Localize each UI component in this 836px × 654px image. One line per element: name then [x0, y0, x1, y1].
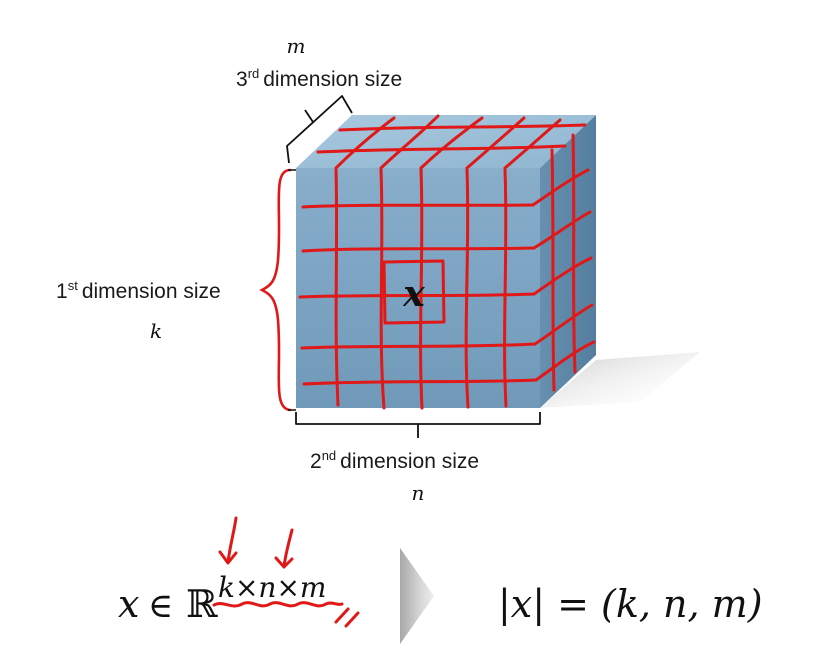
ink-arrow-k: [218, 516, 238, 565]
first-dimension-variable: k: [150, 319, 162, 343]
front-grid-line-5: [302, 378, 538, 386]
tensor-membership-formula: x ∈ ℝ k×n×m: [118, 571, 326, 626]
third-dimension-variable: m: [287, 34, 306, 58]
first-dimension-ordinal: 1: [56, 280, 68, 303]
shape-expression: |x| = (k, n, m): [498, 582, 763, 626]
third-dimension-text: dimension size: [263, 68, 402, 91]
top-grid-diag-3: [419, 116, 484, 170]
grid-ink-annotations: [298, 114, 596, 410]
side-grid-line-2: [532, 210, 592, 250]
front-grid-line-1: [301, 203, 535, 209]
second-dimension-text: dimension size: [340, 450, 479, 473]
top-grid-diag-4: [465, 116, 526, 170]
third-dimension-label: m 3rd dimension size: [236, 34, 402, 91]
formula-superscript: k×n×m: [218, 571, 326, 604]
formula-variable: x: [118, 582, 139, 626]
second-dimension-variable: n: [412, 481, 425, 505]
cube-shadow: [540, 352, 700, 408]
top-grid-diag-5: [503, 118, 562, 170]
top-grid-diag-1: [334, 116, 396, 170]
side-grid-vline-1: [550, 148, 556, 392]
side-grid-line-5: [534, 340, 596, 382]
front-grid-vline-3: [419, 167, 424, 410]
third-dimension-ordinal: 3: [236, 68, 248, 91]
top-grid-diag-2: [379, 114, 440, 170]
ink-underline-squiggle: [212, 601, 344, 608]
highlighted-cell-box: [382, 259, 446, 325]
second-dimension-ordinal: 2: [310, 450, 322, 473]
front-grid-line-2: [301, 246, 536, 253]
side-grid-line-4: [533, 303, 594, 346]
formula-element-of: ∈: [148, 586, 173, 626]
cell-element-label: x: [402, 273, 425, 315]
side-grid-vline-2: [571, 133, 577, 374]
third-dimension-bracket: [286, 95, 353, 164]
front-grid-line-4: [300, 342, 537, 350]
second-dimension-bracket: [295, 412, 541, 438]
formula-real-set: ℝ: [186, 582, 218, 626]
play-triangle-icon: [400, 548, 434, 644]
ink-double-tick: [334, 607, 360, 628]
front-grid-vline-2: [379, 168, 386, 410]
second-dimension-ordinal-suffix: nd: [322, 448, 336, 463]
first-dimension-brace-black: [288, 169, 296, 411]
first-dimension-brace: [259, 168, 292, 412]
first-dimension-ordinal-suffix: st: [68, 278, 79, 293]
first-dimension-label: 1st dimension size k: [56, 278, 221, 343]
first-dimension-text: dimension size: [82, 280, 221, 303]
ink-arrow-n: [274, 528, 294, 569]
formula-ink-annotations: [212, 516, 360, 628]
side-grid-line-3: [532, 256, 593, 296]
front-grid-vline-1: [334, 168, 340, 407]
second-dimension-label: 2nd dimension size n: [310, 448, 479, 505]
front-grid-vline-5: [503, 168, 508, 408]
third-dimension-ordinal-suffix: rd: [248, 66, 260, 81]
side-grid-line-1: [531, 168, 590, 207]
front-grid-vline-4: [464, 168, 470, 409]
